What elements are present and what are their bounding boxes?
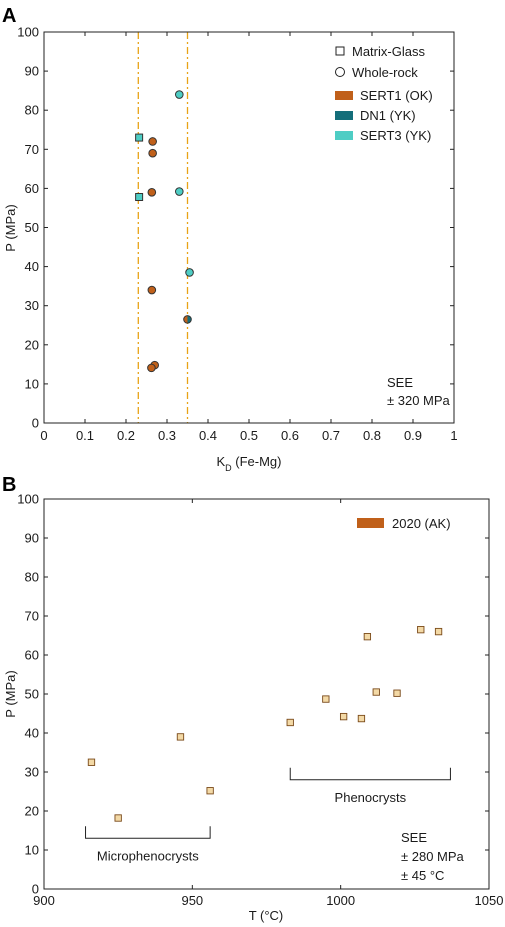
panel-a-data-point bbox=[148, 148, 157, 158]
legend-swatch-sert3 bbox=[335, 131, 353, 140]
panel-a-y-tick-label: 20 bbox=[25, 337, 39, 352]
legend-square-marker bbox=[335, 46, 345, 56]
panel-a-y-tick-label: 30 bbox=[25, 298, 39, 313]
panel-a-x-tick-label: 0.8 bbox=[363, 428, 381, 443]
panel-a-x-tick-label: 0.6 bbox=[281, 428, 299, 443]
panel-b-data-point bbox=[114, 814, 122, 822]
panel-a-x-tick-label: 1 bbox=[450, 428, 457, 443]
panel-b-letter: B bbox=[2, 474, 16, 496]
panel-a-letter: A bbox=[2, 5, 16, 27]
panel-b-data-point bbox=[372, 688, 380, 696]
panel-b-y-tick-label: 90 bbox=[25, 531, 39, 546]
panel-b-see-pressure: ± 280 MPa bbox=[401, 849, 465, 864]
panel-b-y-tick-label: 80 bbox=[25, 570, 39, 585]
panel-b-group-bracket bbox=[85, 826, 211, 839]
panel-b-y-tick-label: 50 bbox=[25, 687, 39, 702]
panel-a-data-point bbox=[147, 188, 157, 197]
panel-b-y-tick-label: 30 bbox=[25, 765, 39, 780]
panel-b-group-label: Phenocrysts bbox=[335, 790, 407, 805]
panel-a-y-tick-label: 40 bbox=[25, 259, 39, 274]
panel-b-data-point bbox=[363, 633, 372, 641]
panel-a-y-tick-label: 50 bbox=[25, 220, 39, 235]
panel-a-data-point bbox=[147, 363, 156, 373]
panel-b-x-axis-title: T (°C) bbox=[249, 908, 284, 923]
panel-a-x-tick-label: 0.7 bbox=[322, 428, 340, 443]
panel-b-data-point bbox=[322, 695, 330, 703]
legend-label-whole-rock: Whole-rock bbox=[352, 65, 418, 80]
panel-a-y-tick-label: 90 bbox=[25, 64, 39, 79]
panel-a-data-point bbox=[183, 315, 192, 324]
panel-b-data-point bbox=[434, 627, 443, 636]
panel-a-data-point bbox=[147, 285, 157, 295]
panel-b-see-temperature: ± 45 °C bbox=[401, 868, 444, 883]
panel-a-x-tick-label: 0.3 bbox=[158, 428, 176, 443]
panel-a-x-tick-label: 0 bbox=[40, 428, 47, 443]
panel-a-x-axis-title: KD (Fe-Mg) bbox=[216, 454, 281, 473]
panel-a-x-tick-label: 0.2 bbox=[117, 428, 135, 443]
panel-b-y-tick-label: 70 bbox=[25, 609, 39, 624]
panel-b-data-point bbox=[176, 733, 185, 741]
panel-a-data-point bbox=[185, 268, 194, 277]
legend-swatch-sert1 bbox=[335, 91, 353, 100]
panel-b-data-point bbox=[357, 714, 366, 723]
panel-b-see-label: SEE bbox=[401, 830, 427, 845]
panel-b-x-tick-label: 1050 bbox=[475, 893, 504, 908]
panel-b-data-point bbox=[417, 626, 425, 634]
panel-b-data-point bbox=[87, 758, 96, 766]
panel-a-x-tick-label: 0.5 bbox=[240, 428, 258, 443]
panel-a-see-label: SEE bbox=[387, 375, 413, 390]
panel-a-y-tick-label: 100 bbox=[17, 25, 39, 40]
panel-a-y-tick-label: 10 bbox=[25, 376, 39, 391]
panel-a-data-point bbox=[135, 133, 144, 142]
legend-circle-marker bbox=[335, 67, 345, 77]
panel-b-y-tick-label: 10 bbox=[25, 843, 39, 858]
panel-b-x-tick-label: 1000 bbox=[326, 893, 355, 908]
panel-a-data-point bbox=[135, 193, 144, 202]
legend-label-dn1: DN1 (YK) bbox=[360, 108, 416, 123]
panel-a: A 0 0.1 0.2 0.3 0.4 0.5 0.6 0.7 0.8 0.9 1010203040… bbox=[2, 5, 458, 473]
panel-a-data-point bbox=[175, 90, 184, 99]
panel-b-y-tick-label: 60 bbox=[25, 648, 39, 663]
panel-a-y-tick-label: 80 bbox=[25, 103, 39, 118]
panel-b-data-point bbox=[339, 712, 348, 721]
panel-b-group-label: Microphenocrysts bbox=[97, 848, 199, 863]
panel-b-y-tick-label: 0 bbox=[32, 882, 39, 897]
panel-a-y-tick-label: 60 bbox=[25, 181, 39, 196]
panel-b-y-tick-label: 40 bbox=[25, 726, 39, 741]
panel-a-data-point bbox=[175, 187, 184, 196]
panel-b-data-point bbox=[286, 718, 294, 727]
panel-b-x-tick-label: 950 bbox=[181, 893, 203, 908]
legend-swatch-2020-ak bbox=[357, 518, 384, 528]
legend-swatch-dn1 bbox=[335, 111, 353, 120]
panel-a-y-axis-title: P (MPa) bbox=[3, 204, 18, 251]
legend-label-matrix-glass: Matrix-Glass bbox=[352, 44, 425, 59]
panel-a-see-value: ± 320 MPa bbox=[387, 393, 451, 408]
legend-label-sert1: SERT1 (OK) bbox=[360, 88, 433, 103]
panel-a-data-point bbox=[148, 137, 157, 146]
panel-b-group-bracket bbox=[289, 767, 451, 781]
panel-b-y-tick-label: 20 bbox=[25, 804, 39, 819]
panel-a-legend: Matrix-Glass Whole-rock SERT1 (OK) DN1 (… bbox=[335, 44, 433, 143]
panel-b-x-tick-label: 900 bbox=[33, 893, 55, 908]
panel-b-data-point bbox=[393, 689, 401, 697]
panel-a-y-tick-label: 0 bbox=[32, 416, 39, 431]
legend-label-sert3: SERT3 (YK) bbox=[360, 128, 431, 143]
panel-a-x-tick-label: 0.9 bbox=[404, 428, 422, 443]
panel-b-data-point bbox=[206, 787, 214, 795]
legend-label-2020-ak: 2020 (AK) bbox=[392, 516, 451, 531]
panel-a-x-tick-label: 0.4 bbox=[199, 428, 217, 443]
panel-a-y-tick-label: 70 bbox=[25, 142, 39, 157]
panel-a-x-tick-label: 0.1 bbox=[76, 428, 94, 443]
panel-b-y-tick-label: 100 bbox=[17, 492, 39, 507]
panel-b-legend: 2020 (AK) bbox=[357, 516, 451, 531]
panel-b-y-axis-title: P (MPa) bbox=[3, 670, 18, 717]
panel-b: B 900 950 1000 1050 0 10 20 30 40 50 60 70 80 90 100 M… bbox=[2, 474, 503, 923]
